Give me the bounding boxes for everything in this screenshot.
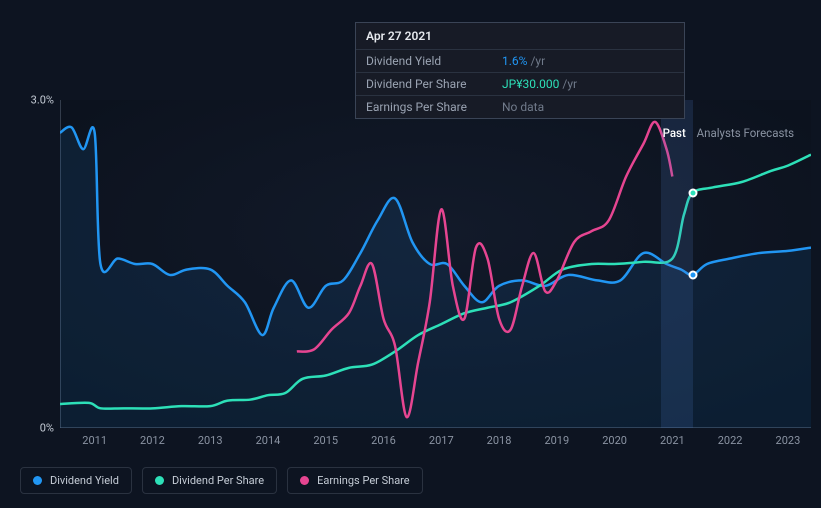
tooltip-unit: /yr — [562, 77, 577, 91]
x-axis-label: 2014 — [256, 434, 281, 447]
x-axis-label: 2018 — [487, 434, 512, 447]
tooltip-value: JP¥30.000 — [502, 77, 559, 91]
y-axis: 0%3.0% — [20, 100, 58, 428]
chart-svg — [60, 100, 811, 428]
tooltip-label: Dividend Yield — [366, 54, 502, 68]
legend-label: Earnings Per Share — [317, 474, 410, 487]
x-axis-label: 2022 — [718, 434, 743, 447]
x-axis: 2011 2012 2013 2014 2015 2016 2017 2018 2019 2020… — [60, 428, 811, 458]
legend-swatch — [155, 476, 164, 485]
tooltip-value: No data — [502, 100, 544, 114]
x-axis-label: 2013 — [198, 434, 223, 447]
y-axis-label: 3.0% — [31, 94, 54, 107]
legend-item-earnings-per-share[interactable]: Earnings Per Share — [287, 467, 423, 494]
legend: Dividend Yield Dividend Per Share Earnin… — [20, 467, 423, 494]
series-marker-dividend_yield — [688, 270, 697, 279]
chart-tooltip: Apr 27 2021 Dividend Yield 1.6% /yr Divi… — [355, 22, 685, 119]
legend-swatch — [33, 476, 42, 485]
tooltip-row-yield: Dividend Yield 1.6% /yr — [356, 49, 684, 72]
forecast-label: Analysts Forecasts — [697, 126, 794, 140]
tooltip-label: Earnings Per Share — [366, 100, 502, 114]
tooltip-date: Apr 27 2021 — [356, 23, 684, 49]
legend-item-dividend-yield[interactable]: Dividend Yield — [20, 467, 132, 494]
legend-label: Dividend Per Share — [172, 474, 264, 487]
tooltip-row-eps: Earnings Per Share No data — [356, 95, 684, 118]
tooltip-value: 1.6% — [502, 54, 527, 68]
past-label: Past — [663, 126, 686, 140]
y-axis-label: 0% — [40, 422, 54, 435]
tooltip-row-dps: Dividend Per Share JP¥30.000 /yr — [356, 72, 684, 95]
legend-label: Dividend Yield — [50, 474, 119, 487]
series-marker-dividend_per_share — [688, 188, 697, 197]
divider-labels: Past Analysts Forecasts — [663, 126, 795, 140]
chart-container: 0%3.0% Past Analysts Forecasts 201120122… — [20, 100, 811, 458]
x-axis-label: 2011 — [82, 434, 107, 447]
tooltip-label: Dividend Per Share — [366, 77, 502, 91]
x-axis-label: 2016 — [371, 434, 396, 447]
x-axis-label: 2012 — [140, 434, 165, 447]
plot-area[interactable]: Past Analysts Forecasts — [60, 100, 811, 428]
tooltip-unit: /yr — [530, 54, 545, 68]
x-axis-label: 2019 — [544, 434, 569, 447]
x-axis-label: 2017 — [429, 434, 454, 447]
x-axis-label: 2015 — [313, 434, 338, 447]
legend-item-dividend-per-share[interactable]: Dividend Per Share — [142, 467, 277, 494]
legend-swatch — [300, 476, 309, 485]
x-axis-label: 2023 — [776, 434, 801, 447]
x-axis-label: 2021 — [660, 434, 685, 447]
x-axis-label: 2020 — [602, 434, 627, 447]
